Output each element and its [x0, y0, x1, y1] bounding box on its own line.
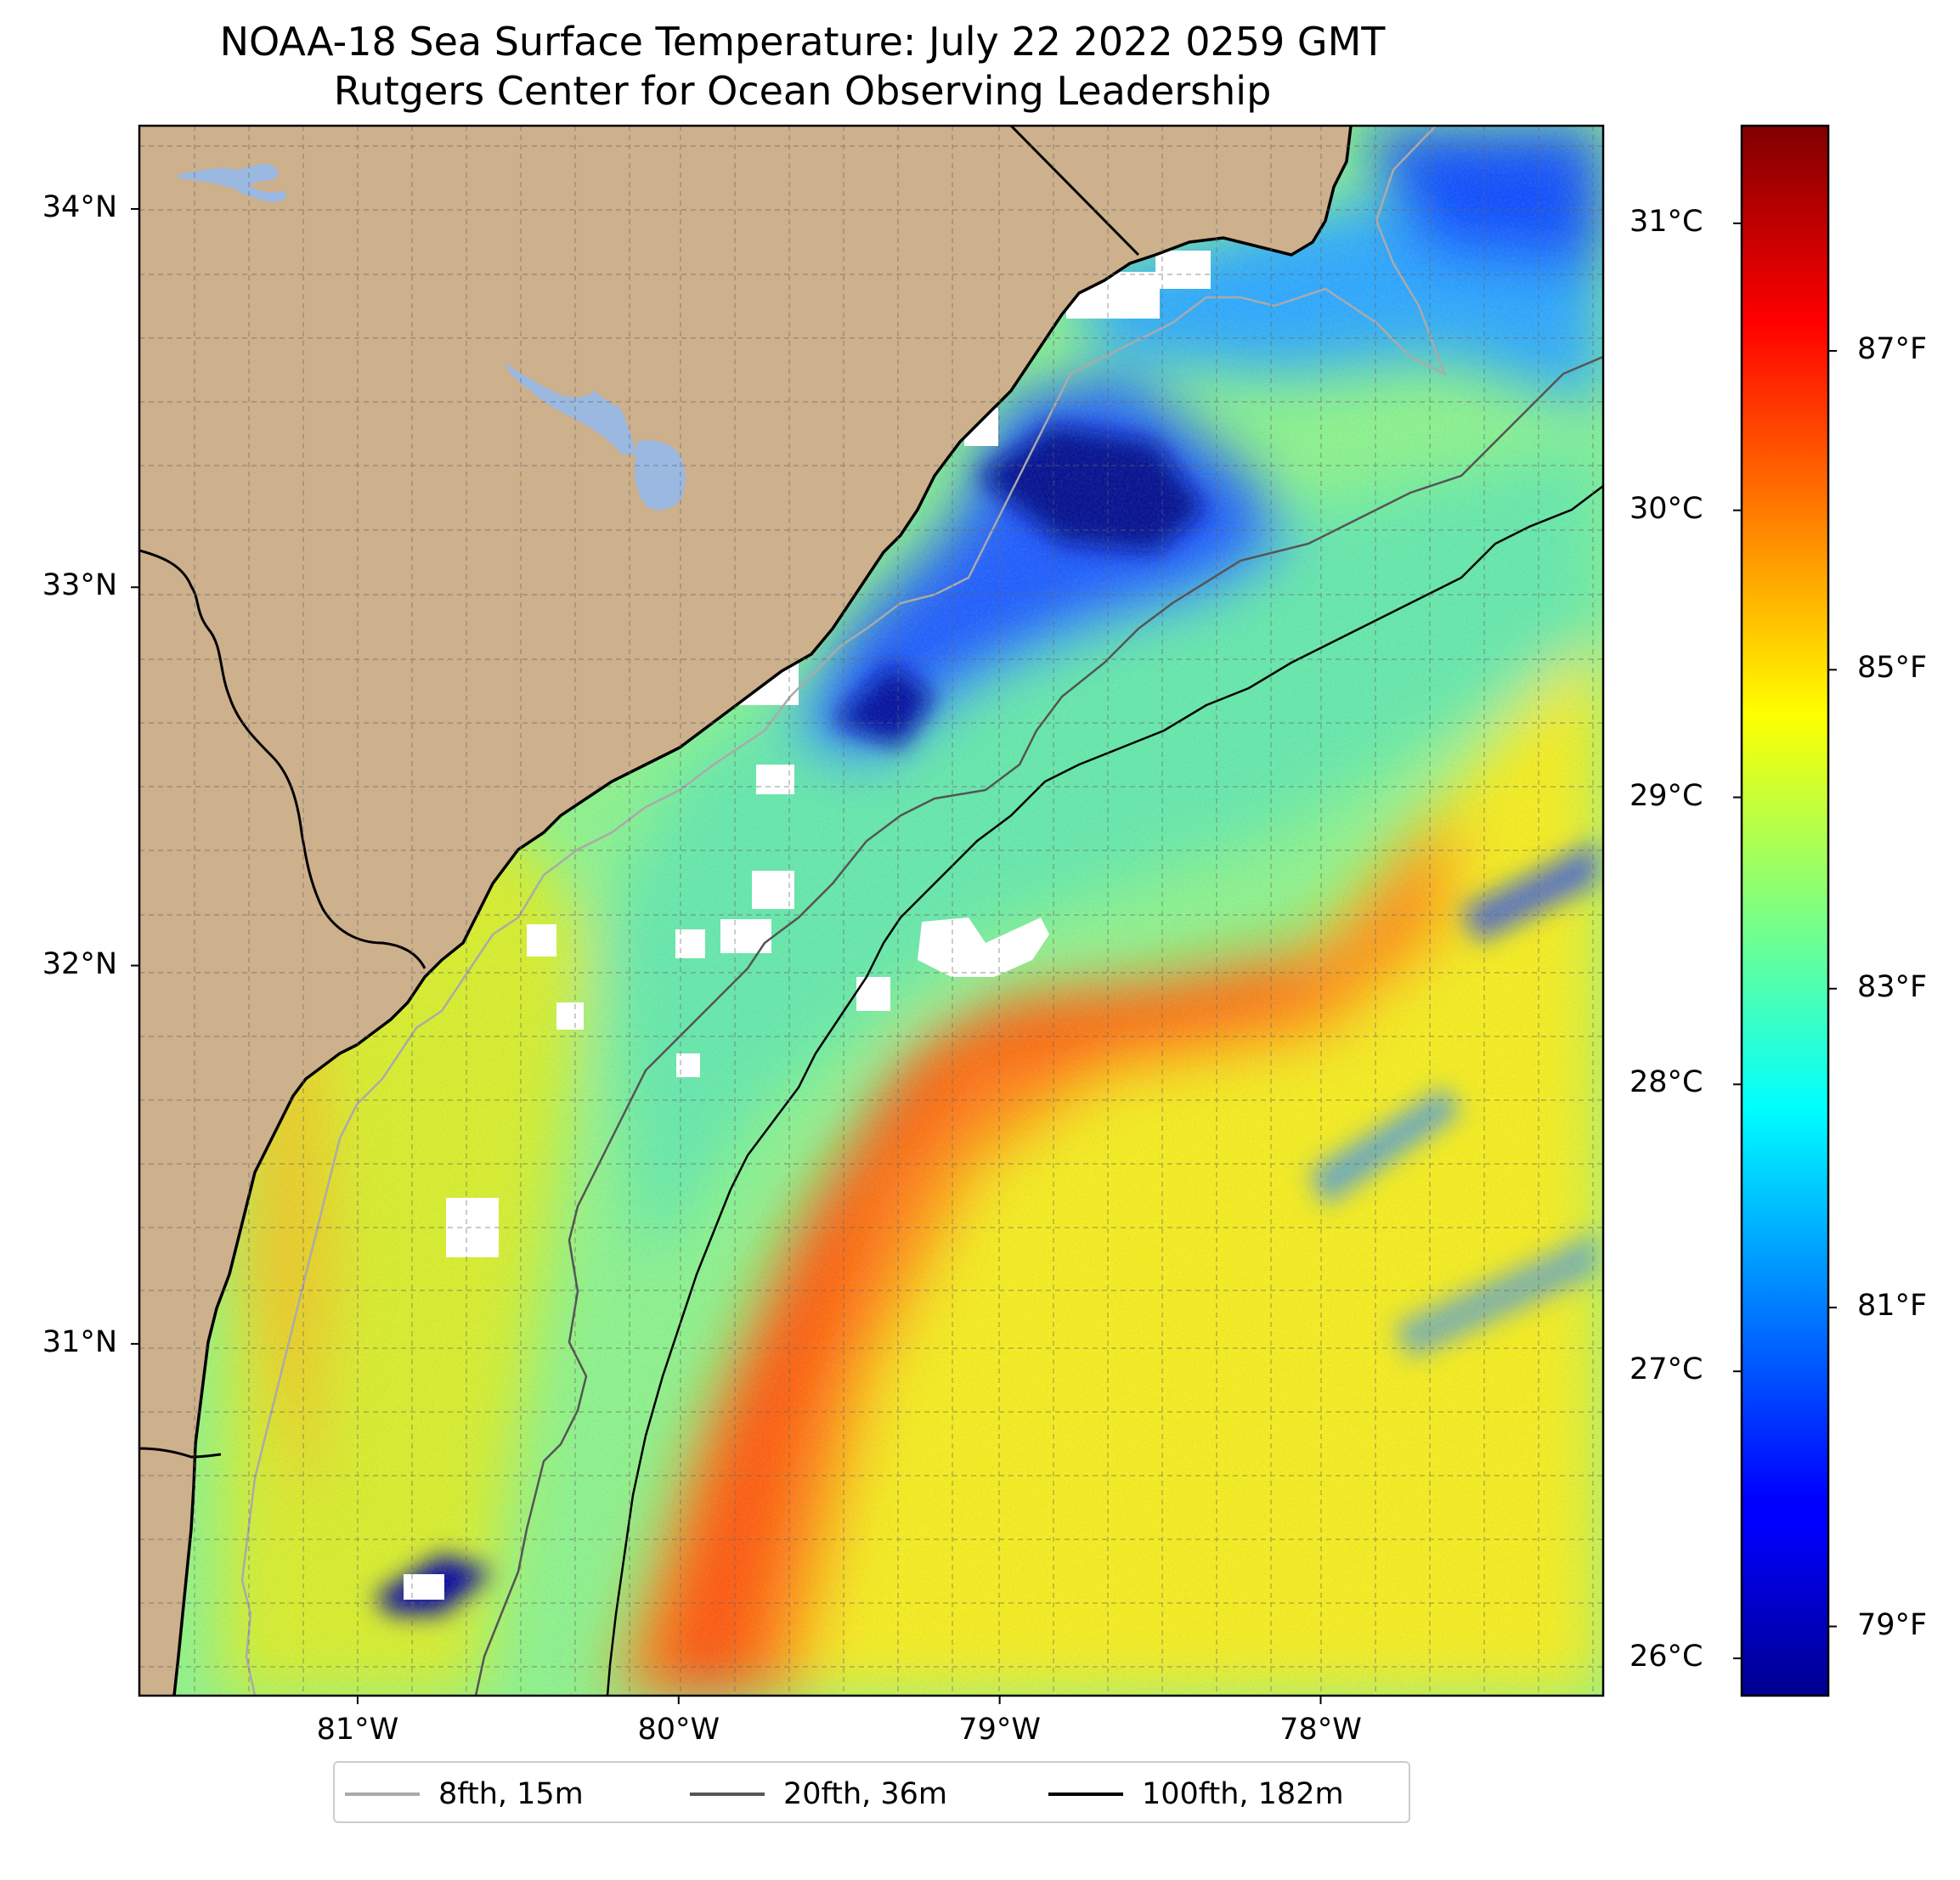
land-mass: [139, 126, 1351, 1696]
fahrenheit-tick-label: 87°F: [1857, 332, 1928, 367]
celsius-tick-label: 31°C: [1630, 204, 1703, 239]
isobaths: [240, 126, 1603, 1696]
lat-tick-label: 31°N: [42, 1324, 117, 1359]
celsius-tick-label: 27°C: [1630, 1352, 1703, 1387]
coastline: [172, 126, 1353, 1696]
celsius-tick-label: 28°C: [1630, 1065, 1703, 1100]
colorbar: [1740, 124, 1830, 1697]
celsius-tick-label: 26°C: [1630, 1640, 1703, 1674]
celsius-tick-label: 30°C: [1630, 491, 1703, 526]
lon-tick-label: 78°W: [1279, 1713, 1362, 1747]
celsius-tick-label: 29°C: [1630, 778, 1703, 813]
legend-label: 20fth, 36m: [783, 1776, 948, 1811]
map-ticks: [131, 207, 1322, 1704]
lon-tick-label: 79°W: [958, 1713, 1041, 1747]
chart-title: NOAA-18 Sea Surface Temperature: July 22…: [219, 19, 1386, 65]
legend-label: 8fth, 15m: [438, 1776, 584, 1811]
lakes: [178, 163, 686, 511]
state-borders: [139, 126, 1140, 1459]
fahrenheit-tick-label: 83°F: [1857, 969, 1928, 1004]
legend-swatch: [690, 1792, 765, 1796]
colorbar-ticks: [1733, 222, 1837, 1660]
lat-tick-label: 32°N: [42, 946, 117, 981]
fahrenheit-tick-label: 79°F: [1857, 1607, 1928, 1642]
legend-item-8fth: 8fth, 15m: [345, 1763, 584, 1825]
map-frame: [138, 124, 1605, 1697]
isobath-8fth: [240, 126, 1447, 1696]
legend-item-100fth: 100fth, 182m: [1048, 1763, 1344, 1825]
no-data-patches: [404, 251, 1211, 1600]
fahrenheit-tick-label: 85°F: [1857, 651, 1928, 686]
isobath-100fth: [606, 485, 1603, 1696]
legend-swatch: [1048, 1792, 1123, 1796]
chart-subtitle: Rutgers Center for Ocean Observing Leade…: [333, 68, 1272, 114]
fahrenheit-tick-label: 81°F: [1857, 1289, 1928, 1324]
isobath-20fth: [474, 355, 1603, 1696]
legend-swatch: [345, 1792, 420, 1796]
lat-tick-label: 34°N: [42, 189, 117, 224]
lat-tick-label: 33°N: [42, 568, 117, 603]
sst-field: [139, 126, 1603, 1696]
legend: 8fth, 15m 20fth, 36m 100fth, 182m: [333, 1761, 1410, 1823]
legend-label: 100fth, 182m: [1142, 1776, 1344, 1811]
lon-tick-label: 80°W: [637, 1713, 720, 1747]
legend-item-20fth: 20fth, 36m: [690, 1763, 947, 1825]
lon-tick-label: 81°W: [316, 1713, 399, 1747]
gridlines: [139, 126, 1603, 1696]
